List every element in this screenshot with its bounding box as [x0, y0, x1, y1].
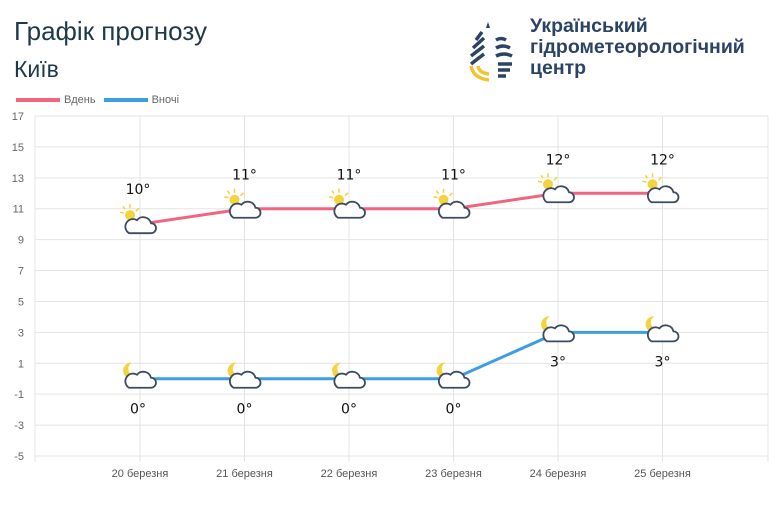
y-tick-label: 15	[12, 142, 24, 154]
value-label: 12°	[650, 152, 675, 168]
value-label: 3°	[655, 354, 671, 370]
moon-cloud-icon	[645, 316, 680, 343]
y-tick-label: 5	[18, 296, 24, 308]
legend-swatch-day[interactable]	[16, 98, 60, 102]
value-label: 0°	[237, 402, 253, 418]
sun-cloud-icon	[224, 188, 262, 219]
org-line: центр	[530, 57, 587, 79]
day-line	[139, 191, 663, 226]
moon-cloud-icon	[227, 362, 262, 389]
value-label: 12°	[546, 152, 571, 168]
x-tick-label: 21 березня	[216, 468, 273, 480]
legend-label-night[interactable]: Вночі	[151, 94, 180, 106]
y-tick-label: 17	[12, 111, 24, 123]
y-tick-label: -1	[14, 389, 24, 401]
value-label: 11°	[441, 168, 466, 184]
value-label: 10°	[126, 182, 151, 198]
moon-cloud-icon	[123, 362, 157, 389]
organization-name: Український гідрометеорологічний центр	[530, 16, 745, 79]
y-tick-label: 9	[18, 235, 24, 247]
value-label: 0°	[130, 402, 146, 418]
city-name: Київ	[14, 56, 59, 82]
sun-cloud-icon	[642, 173, 680, 204]
org-line: Український	[530, 15, 648, 37]
y-tick-label: -3	[14, 420, 24, 432]
value-label: 0°	[341, 402, 357, 418]
x-tick-label: 24 березня	[530, 468, 587, 480]
moon-cloud-icon	[332, 362, 366, 389]
legend: Вдень Вночі	[16, 94, 179, 106]
y-tick-label: 11	[13, 204, 24, 216]
y-tick-label: -5	[14, 451, 24, 463]
sun-cloud-icon	[537, 173, 575, 204]
x-tick-label: 20 березня	[112, 468, 169, 480]
sun-cloud-icon	[433, 188, 471, 219]
legend-label-day[interactable]: Вдень	[64, 94, 96, 106]
x-tick-label: 22 березня	[321, 468, 378, 480]
page-title: Графік прогнозу	[14, 16, 207, 46]
value-label: 11°	[337, 168, 362, 184]
ugmc-logo	[469, 22, 513, 82]
y-tick-label: 7	[18, 266, 24, 278]
value-label: 11°	[232, 168, 257, 184]
y-tick-label: 13	[12, 173, 24, 185]
value-label: 0°	[446, 402, 462, 418]
value-label: 3°	[550, 354, 566, 370]
x-tick-label: 23 березня	[425, 468, 482, 480]
y-tick-label: 3	[18, 327, 24, 339]
moon-cloud-icon	[541, 316, 575, 343]
moon-cloud-icon	[436, 362, 471, 389]
sun-cloud-icon	[119, 204, 157, 235]
org-line: гідрометеорологічний	[530, 36, 745, 58]
y-tick-label: 1	[18, 358, 24, 370]
x-tick-label: 25 березня	[634, 468, 691, 480]
sun-cloud-icon	[328, 188, 366, 219]
night-line	[140, 330, 663, 381]
legend-swatch-night[interactable]	[103, 98, 148, 102]
